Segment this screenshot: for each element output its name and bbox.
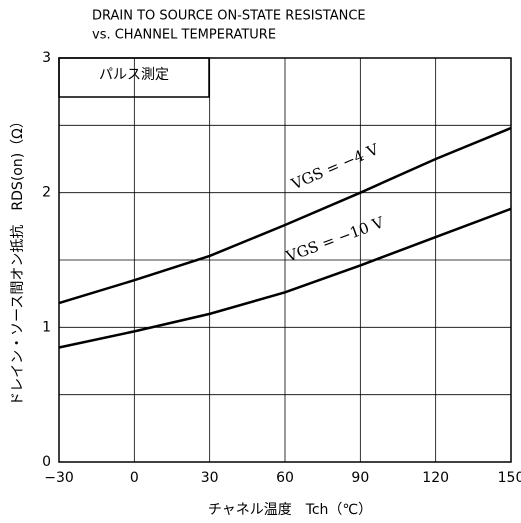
x-tick-label: 150 (498, 470, 521, 486)
series-line (58, 207, 512, 349)
x-axis-label: チャネル温度 Tch（℃） (208, 502, 372, 518)
x-tick-label: 120 (422, 470, 449, 486)
x-tick-label: 30 (201, 470, 219, 486)
y-tick-label: 3 (42, 50, 51, 66)
plot-frame (58, 57, 512, 463)
y-tick-label: 1 (42, 319, 51, 335)
x-tick-label: −30 (44, 470, 74, 486)
chart-subtitle: vs. CHANNEL TEMPERATURE (92, 28, 276, 43)
series-label: VGS = −10 V (283, 213, 387, 266)
series-line (58, 126, 512, 305)
x-tick-label: 90 (351, 470, 369, 486)
y-axis-label: ドレイン・ソース間オン抵抗 RDS(on)（Ω） (10, 114, 26, 406)
y-tick-label: 2 (42, 185, 51, 201)
x-tick-label: 0 (130, 470, 139, 486)
y-tick-label: 0 (42, 454, 51, 470)
chart-title: DRAIN TO SOURCE ON-STATE RESISTANCE (92, 9, 366, 24)
x-tick-label: 60 (276, 470, 294, 486)
series-label: VGS = −4 V (288, 140, 382, 194)
